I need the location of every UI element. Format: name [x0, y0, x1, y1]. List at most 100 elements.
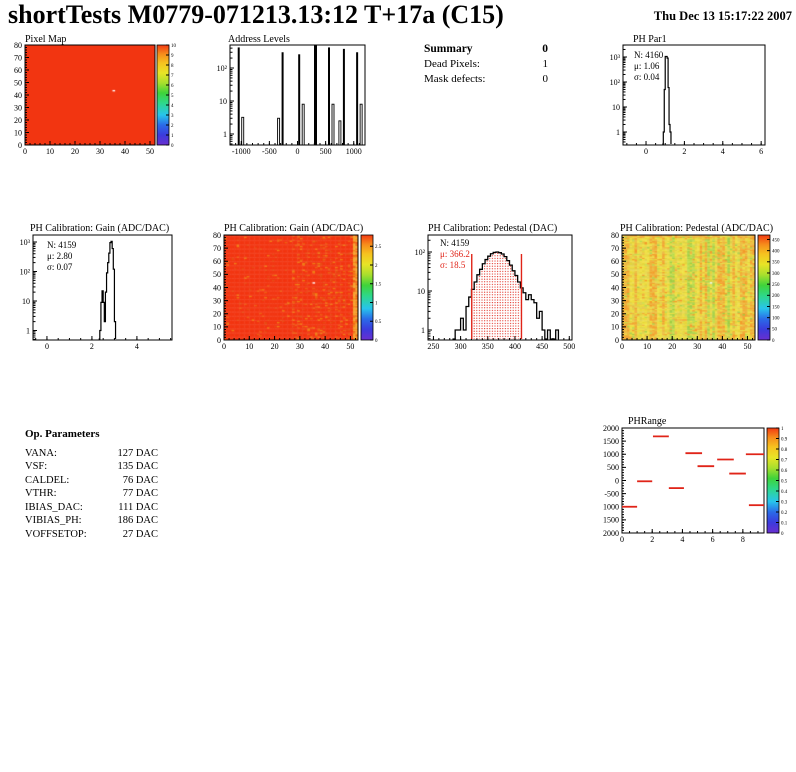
op-param-label: CALDEL:	[25, 474, 70, 486]
pixel-map-heatmap-canvas	[25, 45, 155, 145]
op-param-row: CALDEL: 76 DAC	[25, 474, 158, 488]
svg-text:1: 1	[223, 130, 227, 139]
svg-text:2: 2	[682, 147, 686, 156]
svg-text:10²: 10²	[415, 248, 426, 257]
svg-text:μ: 1.06: μ: 1.06	[634, 61, 660, 71]
op-param-label: VTHR:	[25, 488, 57, 499]
svg-text:50: 50	[772, 328, 778, 333]
op-param-label: VANA:	[25, 447, 57, 459]
svg-text:0.1: 0.1	[781, 521, 788, 526]
svg-text:40: 40	[718, 342, 726, 351]
svg-text:0: 0	[45, 342, 49, 351]
svg-text:80: 80	[213, 231, 221, 240]
svg-text:10³: 10³	[20, 238, 31, 247]
svg-text:PH Calibration: Pedestal (DAC): PH Calibration: Pedestal (DAC)	[428, 223, 557, 234]
svg-text:4: 4	[680, 535, 684, 544]
svg-text:N: 4159: N: 4159	[440, 238, 470, 248]
op-param-value: 127 DAC	[117, 447, 158, 459]
svg-text:1000: 1000	[603, 450, 619, 459]
svg-text:σ: 18.5: σ: 18.5	[440, 260, 466, 270]
svg-text:50: 50	[611, 270, 619, 279]
svg-text:40: 40	[14, 91, 22, 100]
svg-text:2000: 2000	[603, 424, 619, 433]
op-param-label: VSF:	[25, 461, 48, 472]
svg-text:8: 8	[741, 535, 745, 544]
chart-ph-range: PHRange 0 2 4 6 8 2000 1500 1000 500 0 -500 1000 1500…	[603, 416, 788, 544]
svg-text:500: 500	[607, 463, 619, 472]
svg-text:PH Calibration: Pedestal (ADC/: PH Calibration: Pedestal (ADC/DAC)	[620, 223, 773, 234]
op-param-value: 27 DAC	[122, 528, 158, 540]
svg-text:50: 50	[743, 342, 751, 351]
svg-text:40: 40	[611, 283, 619, 292]
chart-pedestal-map: PH Calibration: Pedestal (ADC/DAC) 0 10 20 3…	[611, 223, 780, 351]
svg-text:μ: 2.80: μ: 2.80	[47, 251, 73, 261]
svg-text:0.4: 0.4	[781, 490, 788, 495]
svg-text:20: 20	[668, 342, 676, 351]
pedestal-map-heatmap-canvas	[622, 235, 755, 340]
svg-text:10³: 10³	[610, 53, 621, 62]
svg-text:30: 30	[96, 147, 104, 156]
svg-text:2.5: 2.5	[375, 245, 382, 250]
svg-text:1: 1	[781, 427, 784, 432]
op-param-row: IBIAS_DAC: 111 DAC	[25, 501, 158, 515]
svg-text:PH Calibration: Gain (ADC/DAC): PH Calibration: Gain (ADC/DAC)	[224, 223, 363, 234]
op-parameters-title: Op. Parameters	[25, 428, 100, 440]
svg-text:40: 40	[321, 342, 329, 351]
svg-text:1500: 1500	[603, 437, 619, 446]
svg-text:350: 350	[772, 261, 780, 266]
svg-text:10: 10	[46, 147, 54, 156]
op-param-value: 135 DAC	[117, 461, 158, 472]
svg-text:30: 30	[693, 342, 701, 351]
svg-text:PH Par1: PH Par1	[633, 34, 667, 45]
svg-text:4: 4	[721, 147, 725, 156]
svg-text:4: 4	[135, 342, 139, 351]
svg-text:2: 2	[171, 124, 174, 129]
svg-text:30: 30	[14, 103, 22, 112]
svg-text:3: 3	[171, 114, 174, 119]
svg-text:1.5: 1.5	[375, 283, 382, 288]
svg-text:2: 2	[90, 342, 94, 351]
svg-text:200: 200	[772, 294, 780, 299]
svg-text:10: 10	[171, 44, 177, 49]
svg-text:-500: -500	[604, 489, 619, 498]
svg-text:2000: 2000	[603, 529, 619, 538]
svg-text:6: 6	[759, 147, 763, 156]
svg-text:40: 40	[213, 283, 221, 292]
svg-text:20: 20	[271, 342, 279, 351]
summary-row-value: 1	[542, 58, 549, 70]
svg-text:10: 10	[417, 287, 425, 296]
svg-text:6: 6	[171, 84, 174, 89]
svg-text:10: 10	[14, 128, 22, 137]
svg-text:100: 100	[772, 316, 780, 321]
svg-text:4: 4	[171, 104, 174, 109]
svg-text:10: 10	[22, 297, 30, 306]
svg-text:80: 80	[611, 231, 619, 240]
svg-text:0: 0	[644, 147, 648, 156]
svg-text:10²: 10²	[610, 78, 621, 87]
svg-text:250: 250	[427, 342, 439, 351]
op-param-row: VTHR: 77 DAC	[25, 487, 158, 501]
svg-text:30: 30	[296, 342, 304, 351]
op-param-label: VIBIAS_PH:	[25, 515, 82, 526]
svg-text:450: 450	[772, 238, 780, 243]
svg-text:20: 20	[213, 310, 221, 319]
svg-text:0.8: 0.8	[781, 448, 788, 453]
svg-text:0.5: 0.5	[781, 479, 788, 484]
svg-text:1000: 1000	[346, 147, 362, 156]
svg-text:10: 10	[245, 342, 253, 351]
svg-text:10: 10	[611, 323, 619, 332]
chart-pixel-map: Pixel Map 0 10 20 30 40 50 0 10 20 30 40 50 60 70 80 0 1 2…	[14, 34, 177, 156]
svg-text:0.5: 0.5	[375, 320, 382, 325]
svg-text:1000: 1000	[603, 503, 619, 512]
chart-gain-hist: PH Calibration: Gain (ADC/DAC) 0 2 4 1 10 10² 1…	[20, 223, 173, 351]
svg-text:1: 1	[171, 134, 174, 139]
svg-text:150: 150	[772, 305, 780, 310]
svg-text:20: 20	[611, 310, 619, 319]
svg-text:0.6: 0.6	[781, 469, 788, 474]
svg-text:300: 300	[772, 272, 780, 277]
svg-text:0.9: 0.9	[781, 437, 788, 442]
op-param-row: VANA: 127 DAC	[25, 447, 158, 461]
op-param-row: VIBIAS_PH: 186 DAC	[25, 514, 158, 528]
svg-text:N: 4160: N: 4160	[634, 50, 664, 60]
